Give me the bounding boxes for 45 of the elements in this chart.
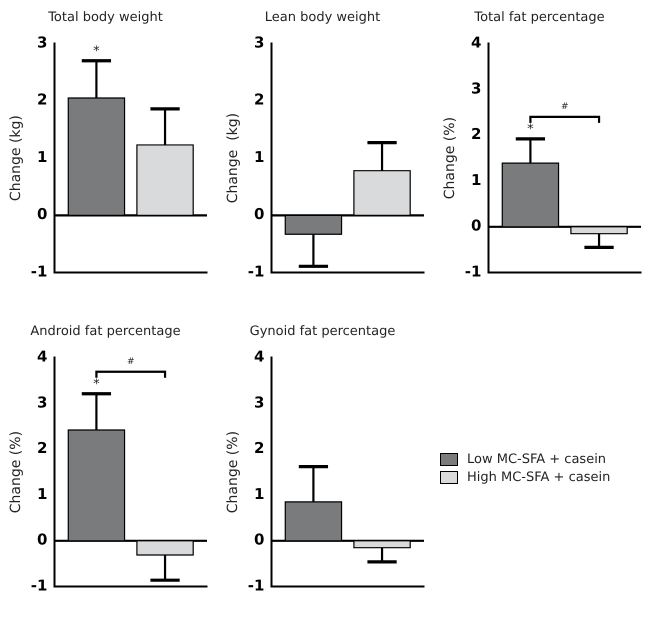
chart-title: Gynoid fat percentage <box>250 324 396 340</box>
y-axis-title: Change (%) <box>8 430 24 514</box>
y-tick-label: 1 <box>37 148 48 166</box>
y-axis-title: Change (kg) <box>8 115 24 202</box>
y-tick-label: 2 <box>254 90 264 109</box>
y-tick-label: 1 <box>37 484 48 503</box>
y-tick-label: 3 <box>37 33 48 52</box>
chart-title: Total body weight <box>47 10 163 26</box>
annotation: # <box>560 102 569 112</box>
annotation: * <box>527 122 534 137</box>
y-tick-label: -1 <box>30 262 48 280</box>
annotation: * <box>93 44 100 59</box>
y-tick-label: -1 <box>248 262 264 280</box>
y-tick-label: 3 <box>37 393 48 412</box>
y-tick-label: 0 <box>254 530 264 549</box>
annotation: # <box>126 356 135 367</box>
y-tick-label: 2 <box>37 439 48 458</box>
chart-title: Lean body weight <box>264 10 380 26</box>
y-tick-label: 3 <box>471 79 482 98</box>
y-tick-label: 2 <box>37 90 48 109</box>
y-tick-label: 0 <box>37 205 48 224</box>
y-tick-label: 3 <box>254 393 264 412</box>
y-tick-label: 1 <box>254 484 264 503</box>
y-tick-label: 1 <box>254 148 264 166</box>
y-axis-title: Change (kg) <box>225 112 242 204</box>
y-tick-label: 3 <box>254 33 264 52</box>
y-axis-title: Change (%) <box>442 116 458 200</box>
y-tick-label: 1 <box>471 170 482 189</box>
y-tick-label: 4 <box>254 347 264 366</box>
legend-label: Low MC-SFA + casein <box>467 452 606 467</box>
legend-label: High MC-SFA + casein <box>467 470 610 485</box>
y-tick-label: -1 <box>30 576 48 594</box>
y-axis-title: Change (%) <box>225 430 242 514</box>
y-tick-label: 0 <box>37 530 48 549</box>
chart-title: Android fat percentage <box>30 324 181 340</box>
y-tick-label: 0 <box>471 216 482 235</box>
y-tick-label: 0 <box>254 205 264 224</box>
y-tick-label: 4 <box>37 347 48 366</box>
y-tick-label: -1 <box>248 576 264 594</box>
y-tick-label: 2 <box>254 439 264 458</box>
annotation: * <box>93 376 100 392</box>
y-tick-label: -1 <box>464 262 482 280</box>
chart-title: Total fat percentage <box>473 10 605 26</box>
y-tick-label: 4 <box>471 33 482 52</box>
y-tick-label: 2 <box>471 125 482 144</box>
